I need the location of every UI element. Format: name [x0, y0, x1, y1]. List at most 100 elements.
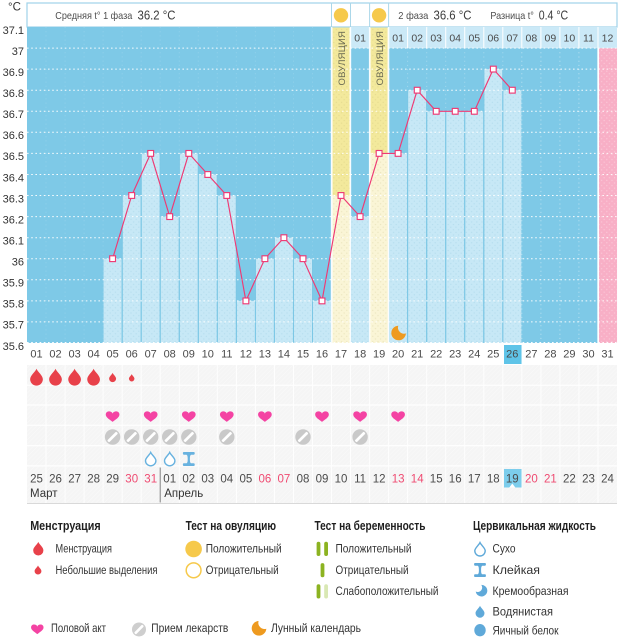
svg-text:09: 09: [183, 349, 195, 361]
svg-text:03: 03: [201, 474, 214, 486]
svg-text:28: 28: [544, 349, 556, 361]
svg-text:09: 09: [316, 474, 329, 486]
svg-text:03: 03: [430, 33, 442, 45]
svg-text:36.4: 36.4: [3, 172, 24, 184]
svg-text:18: 18: [487, 474, 500, 486]
svg-text:25: 25: [30, 474, 43, 486]
svg-text:04: 04: [449, 33, 461, 45]
svg-text:2 фаза: 2 фаза: [398, 10, 428, 22]
svg-text:36: 36: [12, 257, 24, 269]
svg-text:ОВУЛЯЦИЯ: ОВУЛЯЦИЯ: [375, 31, 386, 86]
svg-text:26: 26: [49, 474, 62, 486]
svg-text:36.9: 36.9: [3, 67, 24, 79]
svg-text:Цервикальная жидкость: Цервикальная жидкость: [473, 518, 596, 533]
svg-text:05: 05: [240, 474, 253, 486]
svg-text:04: 04: [220, 474, 233, 486]
svg-text:Небольшие выделения: Небольшие выделения: [56, 563, 158, 577]
svg-text:19: 19: [506, 474, 519, 486]
svg-text:28: 28: [87, 474, 100, 486]
svg-text:24: 24: [468, 349, 480, 361]
svg-text:05: 05: [468, 33, 480, 45]
svg-text:Сухо: Сухо: [493, 542, 516, 556]
svg-text:Положительный: Положительный: [336, 542, 412, 556]
svg-text:12: 12: [240, 349, 252, 361]
svg-text:31: 31: [601, 349, 613, 361]
svg-text:06: 06: [126, 349, 138, 361]
svg-text:23: 23: [582, 474, 595, 486]
svg-text:18: 18: [354, 349, 366, 361]
svg-text:Менструация: Менструация: [30, 518, 101, 533]
svg-text:08: 08: [526, 33, 538, 45]
svg-text:Клейкая: Клейкая: [493, 563, 541, 577]
svg-text:Средняя t° 1 фаза: Средняя t° 1 фаза: [55, 10, 132, 22]
svg-text:13: 13: [259, 349, 271, 361]
svg-text:14: 14: [411, 474, 424, 486]
svg-text:07: 07: [145, 349, 157, 361]
svg-text:ОВУЛЯЦИЯ: ОВУЛЯЦИЯ: [337, 31, 348, 86]
svg-text:°C: °C: [8, 2, 21, 14]
svg-text:Кремообразная: Кремообразная: [493, 584, 569, 598]
svg-text:Тест на овуляцию: Тест на овуляцию: [186, 518, 277, 533]
svg-text:09: 09: [545, 33, 557, 45]
svg-text:Положительный: Положительный: [206, 542, 282, 556]
svg-text:15: 15: [430, 474, 443, 486]
svg-text:17: 17: [468, 474, 481, 486]
svg-text:01: 01: [354, 33, 366, 45]
svg-text:11: 11: [221, 349, 232, 361]
svg-text:04: 04: [87, 349, 99, 361]
svg-text:03: 03: [68, 349, 80, 361]
svg-text:30: 30: [582, 349, 594, 361]
svg-text:06: 06: [259, 474, 272, 486]
svg-text:10: 10: [335, 474, 348, 486]
svg-text:11: 11: [583, 33, 594, 45]
svg-text:36.8: 36.8: [3, 88, 24, 100]
svg-text:17: 17: [335, 349, 347, 361]
svg-text:02: 02: [411, 33, 423, 45]
svg-text:Отрицательный: Отрицательный: [206, 563, 279, 577]
svg-text:12: 12: [373, 474, 386, 486]
svg-text:07: 07: [278, 474, 291, 486]
svg-text:36.6: 36.6: [3, 130, 24, 142]
svg-text:36.7: 36.7: [3, 109, 24, 121]
svg-text:35.7: 35.7: [3, 320, 24, 332]
svg-text:25: 25: [487, 349, 499, 361]
svg-text:27: 27: [68, 474, 81, 486]
svg-text:14: 14: [278, 349, 290, 361]
svg-text:36.1: 36.1: [3, 236, 24, 248]
svg-text:12: 12: [602, 33, 614, 45]
svg-text:26: 26: [506, 349, 518, 361]
svg-text:31: 31: [144, 474, 157, 486]
svg-text:0.4 °C: 0.4 °C: [539, 9, 569, 23]
svg-text:29: 29: [563, 349, 575, 361]
svg-text:07: 07: [506, 33, 518, 45]
svg-text:35.6: 35.6: [3, 341, 24, 353]
svg-text:27: 27: [525, 349, 537, 361]
svg-text:30: 30: [125, 474, 138, 486]
svg-text:Лунный календарь: Лунный календарь: [271, 621, 361, 635]
svg-text:Слабоположительный: Слабоположительный: [336, 584, 439, 598]
svg-text:Разница t°: Разница t°: [490, 10, 534, 22]
svg-text:36.6 °C: 36.6 °C: [434, 9, 472, 23]
svg-text:20: 20: [525, 474, 538, 486]
svg-text:Отрицательный: Отрицательный: [336, 563, 409, 577]
svg-text:16: 16: [316, 349, 328, 361]
svg-text:35.8: 35.8: [3, 299, 24, 311]
svg-text:02: 02: [182, 474, 195, 486]
svg-text:Тест на беременность: Тест на беременность: [315, 518, 426, 533]
svg-text:Апрель: Апрель: [164, 488, 203, 500]
svg-text:11: 11: [354, 474, 366, 486]
svg-text:10: 10: [202, 349, 214, 361]
svg-text:Менструация: Менструация: [56, 542, 113, 556]
svg-text:06: 06: [487, 33, 499, 45]
svg-text:08: 08: [297, 474, 310, 486]
svg-text:21: 21: [411, 349, 423, 361]
svg-text:36.3: 36.3: [3, 193, 24, 205]
svg-text:01: 01: [163, 474, 176, 486]
svg-text:22: 22: [563, 474, 576, 486]
svg-text:Март: Март: [30, 488, 58, 500]
svg-text:35.9: 35.9: [3, 278, 24, 290]
svg-text:21: 21: [544, 474, 557, 486]
svg-text:36.5: 36.5: [3, 151, 24, 163]
svg-text:23: 23: [449, 349, 461, 361]
svg-text:37.1: 37.1: [3, 25, 24, 37]
